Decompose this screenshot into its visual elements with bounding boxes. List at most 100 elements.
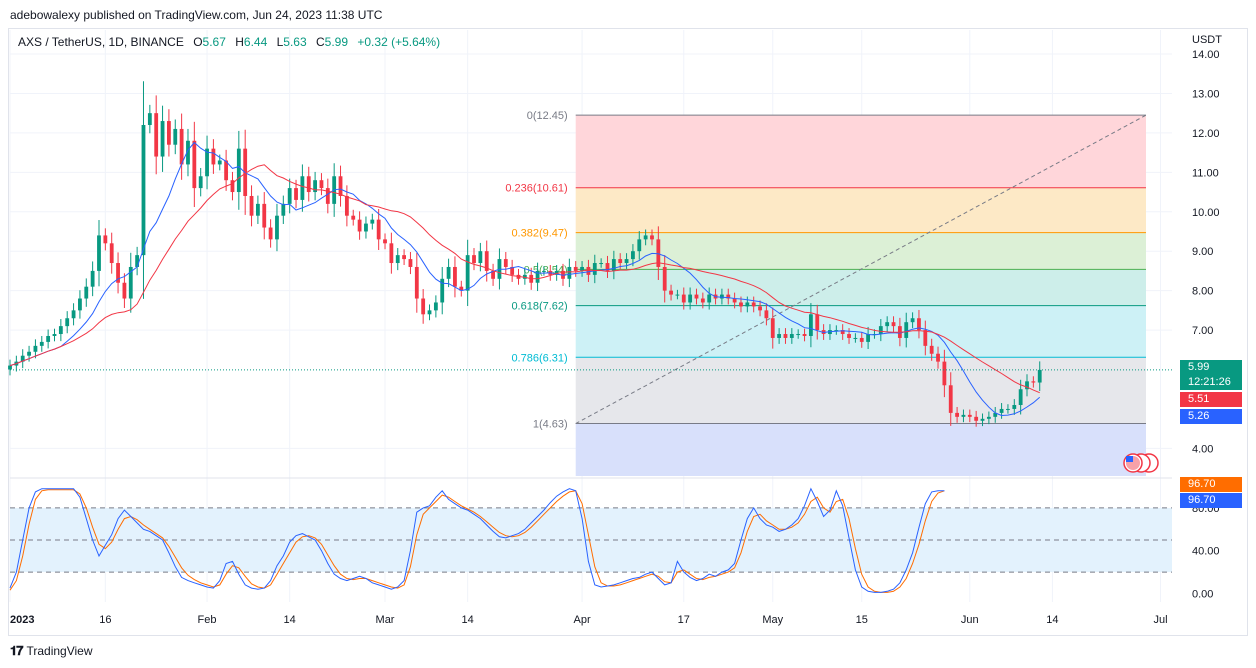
candle-body <box>688 294 693 303</box>
candle-body <box>465 255 470 291</box>
candle-body <box>834 330 839 332</box>
candle-body <box>1025 381 1029 390</box>
candle <box>592 254 597 284</box>
candle-body <box>808 314 813 336</box>
candle-body <box>936 353 940 362</box>
candle <box>167 109 171 157</box>
candle <box>1018 379 1023 415</box>
candle-body <box>46 335 51 342</box>
candle <box>726 288 731 305</box>
candle <box>71 303 76 326</box>
candle-body <box>224 160 229 181</box>
last-price-tag: 5.99 12:21:26 <box>1180 360 1242 390</box>
candle-body <box>173 128 178 145</box>
candle <box>147 104 152 134</box>
candle-body <box>71 310 76 319</box>
candle <box>211 139 216 174</box>
candle-body <box>65 318 70 327</box>
candle-body <box>453 266 457 287</box>
candle-body <box>268 227 273 240</box>
candle-body <box>370 219 375 224</box>
open-label: O <box>193 35 203 49</box>
candle-body <box>853 337 858 339</box>
candle <box>745 296 750 313</box>
top-bar: adebowalexy published on TradingView.com… <box>0 0 1256 30</box>
candle <box>249 185 254 227</box>
time-axis-label: Mar <box>376 614 395 626</box>
time-axis-label: 16 <box>99 614 111 626</box>
candle <box>758 300 762 317</box>
candle-body <box>90 270 95 287</box>
symbol-name[interactable]: AXS / TetherUS, 1D, BINANCE <box>18 35 184 49</box>
candle-body <box>993 412 998 417</box>
stoch-k-line <box>9 487 945 593</box>
candle-body <box>923 330 928 346</box>
fib-trend-line <box>575 114 1147 424</box>
candle-body <box>27 351 31 356</box>
candle-body <box>58 326 63 335</box>
candle <box>39 335 44 352</box>
last-price: 5.99 <box>1188 361 1210 373</box>
price-axis-label: 8.00 <box>1192 286 1213 298</box>
stoch-d-line <box>9 489 945 593</box>
time-axis-label: Feb <box>198 614 217 626</box>
candle <box>866 326 871 350</box>
candle <box>478 242 483 272</box>
candle <box>681 287 686 310</box>
price-axis-label: 12.00 <box>1192 128 1220 140</box>
time-axis-label: 14 <box>462 614 474 626</box>
candle <box>840 324 845 340</box>
candle-body <box>567 266 572 279</box>
candle-body <box>421 298 426 315</box>
candle-body <box>39 341 44 346</box>
fib-level-label: 0.618(7.62) <box>511 301 567 313</box>
candle <box>815 304 820 340</box>
candle <box>364 216 368 239</box>
candle <box>605 255 610 279</box>
candle-body <box>395 255 400 264</box>
us-flag-icon <box>1123 453 1159 473</box>
candle-body <box>796 334 801 336</box>
candle <box>770 307 775 349</box>
candle <box>961 409 966 423</box>
candle <box>510 259 515 282</box>
candle-body <box>167 121 171 145</box>
candle <box>370 213 375 230</box>
sma-fast-tag: 5.26 <box>1180 409 1242 424</box>
candle-body <box>78 298 82 311</box>
time-axis-label: Jul <box>1153 614 1167 626</box>
candle-body <box>891 322 896 327</box>
low-value: 5.63 <box>283 35 307 49</box>
candle-body <box>236 148 241 193</box>
candle <box>656 226 661 280</box>
candle-body <box>542 270 546 272</box>
candle-body <box>764 310 769 319</box>
candle-body <box>592 263 597 275</box>
tradingview-brand[interactable]: 𝟏𝟕 TradingView <box>10 643 93 659</box>
candle-body <box>275 215 279 240</box>
price-axis-label: 13.00 <box>1192 88 1220 100</box>
candle-body <box>522 274 527 279</box>
candle-body <box>1012 405 1017 409</box>
candle-body <box>484 251 489 271</box>
candle-body <box>707 294 712 303</box>
candle-body <box>675 294 680 296</box>
candle-body <box>573 266 578 271</box>
candle-body <box>135 255 140 267</box>
candle-body <box>414 266 419 299</box>
candle <box>402 249 406 265</box>
sma-slow-tag: 5.51 <box>1180 392 1242 407</box>
candle <box>599 258 604 268</box>
candle <box>205 135 209 190</box>
candle <box>421 289 426 324</box>
price-axis-label: 7.00 <box>1192 325 1213 337</box>
candle-body <box>383 239 387 244</box>
candle <box>980 413 985 427</box>
candle <box>351 209 356 226</box>
candle <box>732 292 737 309</box>
candle-body <box>344 195 349 216</box>
candle-body <box>948 385 953 413</box>
candle-body <box>917 318 921 331</box>
candle-body <box>631 251 635 260</box>
